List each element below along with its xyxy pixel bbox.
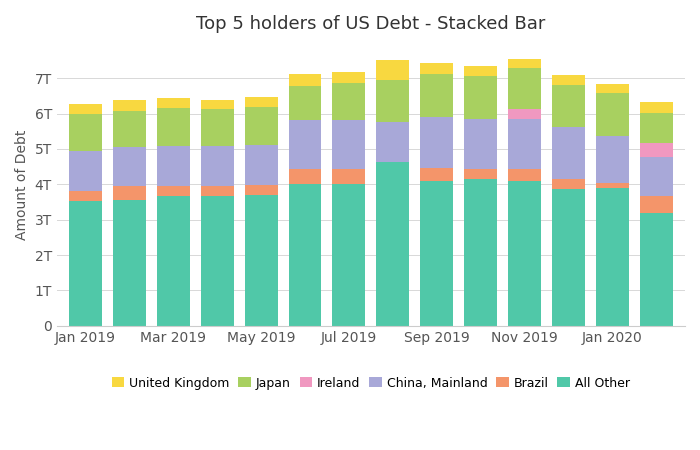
- Bar: [596, 188, 629, 326]
- Bar: [244, 185, 277, 195]
- Bar: [420, 117, 454, 168]
- Bar: [157, 196, 190, 326]
- Bar: [464, 76, 497, 119]
- Bar: [244, 107, 277, 145]
- Bar: [332, 83, 365, 120]
- Bar: [552, 86, 585, 127]
- Bar: [420, 74, 454, 117]
- Bar: [288, 86, 321, 120]
- Bar: [113, 147, 146, 186]
- Bar: [508, 119, 541, 170]
- Bar: [157, 186, 190, 196]
- Bar: [201, 146, 234, 186]
- Bar: [201, 186, 234, 196]
- Bar: [69, 114, 102, 152]
- Legend: United Kingdom, Japan, Ireland, China, Mainland, Brazil, All Other: United Kingdom, Japan, Ireland, China, M…: [107, 372, 635, 395]
- Bar: [464, 119, 497, 169]
- Bar: [377, 59, 410, 80]
- Bar: [201, 108, 234, 146]
- Bar: [113, 186, 146, 199]
- Bar: [552, 127, 585, 179]
- Bar: [464, 66, 497, 76]
- Bar: [640, 112, 673, 143]
- Bar: [332, 72, 365, 83]
- Bar: [288, 170, 321, 184]
- Bar: [464, 169, 497, 179]
- Bar: [288, 120, 321, 170]
- Bar: [157, 98, 190, 108]
- Bar: [420, 63, 454, 74]
- Bar: [69, 191, 102, 201]
- Bar: [377, 122, 410, 162]
- Bar: [157, 108, 190, 146]
- Bar: [201, 100, 234, 108]
- Bar: [157, 146, 190, 186]
- Bar: [596, 135, 629, 183]
- Bar: [640, 158, 673, 196]
- Bar: [244, 145, 277, 185]
- Bar: [332, 170, 365, 184]
- Bar: [201, 196, 234, 326]
- Bar: [69, 152, 102, 191]
- Bar: [596, 93, 629, 135]
- Bar: [596, 84, 629, 93]
- Bar: [113, 111, 146, 147]
- Bar: [113, 100, 146, 111]
- Bar: [508, 68, 541, 109]
- Bar: [332, 184, 365, 326]
- Bar: [113, 199, 146, 326]
- Bar: [508, 59, 541, 68]
- Bar: [552, 179, 585, 189]
- Bar: [508, 170, 541, 181]
- Bar: [332, 120, 365, 170]
- Y-axis label: Amount of Debt: Amount of Debt: [15, 129, 29, 239]
- Bar: [640, 143, 673, 158]
- Bar: [288, 74, 321, 86]
- Bar: [640, 102, 673, 112]
- Bar: [69, 104, 102, 114]
- Bar: [420, 168, 454, 181]
- Title: Top 5 holders of US Debt - Stacked Bar: Top 5 holders of US Debt - Stacked Bar: [196, 15, 545, 33]
- Bar: [377, 80, 410, 122]
- Bar: [640, 212, 673, 326]
- Bar: [420, 181, 454, 326]
- Bar: [377, 162, 410, 326]
- Bar: [596, 183, 629, 188]
- Bar: [69, 201, 102, 326]
- Bar: [464, 179, 497, 326]
- Bar: [552, 76, 585, 86]
- Bar: [508, 181, 541, 326]
- Bar: [244, 97, 277, 107]
- Bar: [244, 195, 277, 326]
- Bar: [640, 196, 673, 212]
- Bar: [508, 109, 541, 119]
- Bar: [552, 189, 585, 326]
- Bar: [288, 184, 321, 326]
